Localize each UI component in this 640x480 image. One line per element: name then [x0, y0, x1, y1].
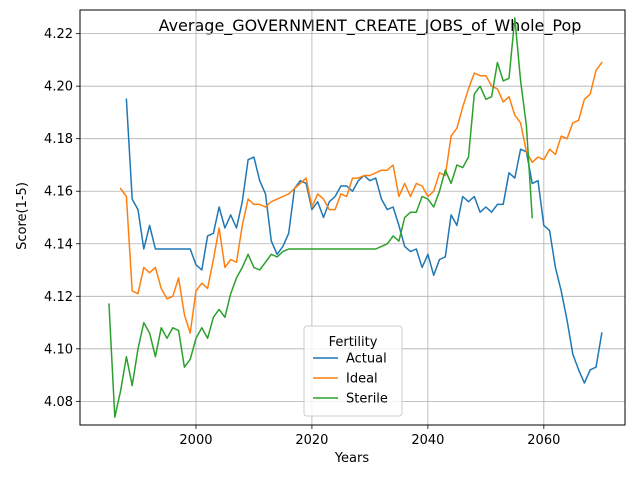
- x-axis: 2000 2020 2040 2060: [179, 425, 560, 448]
- series-line-sterile: [108, 17, 533, 418]
- x-axis-label: Years: [334, 451, 370, 466]
- legend-title: Fertility: [329, 335, 378, 350]
- y-tick-label: 4.10: [44, 342, 73, 357]
- y-tick-label: 4.16: [44, 185, 73, 200]
- y-tick-label: 4.08: [44, 395, 73, 410]
- x-tick-label: 2000: [179, 433, 212, 448]
- y-tick-label: 4.12: [44, 290, 73, 305]
- legend-label-sterile: Sterile: [346, 392, 388, 407]
- y-axis-label: Score(1-5): [15, 182, 30, 250]
- y-tick-label: 4.20: [44, 80, 73, 95]
- y-tick-label: 4.14: [44, 237, 73, 252]
- y-tick-label: 4.18: [44, 132, 73, 147]
- plot-frame: [79, 9, 626, 426]
- x-tick-label: 2020: [295, 433, 328, 448]
- legend-entries: Actual Ideal Sterile: [313, 352, 388, 407]
- legend-box: [303, 325, 403, 417]
- y-axis: 4.08 4.10 4.12 4.14 4.16 4.18 4.20 4.22: [44, 27, 80, 410]
- series-layer: [108, 17, 603, 418]
- x-tick-label: 2060: [527, 433, 560, 448]
- legend-label-actual: Actual: [346, 352, 387, 367]
- chart-title: Average_GOVERNMENT_CREATE_JOBS_of_Whole_…: [159, 16, 582, 36]
- legend: Fertility Actual Ideal Sterile: [303, 325, 403, 417]
- grid: [80, 10, 625, 425]
- legend-label-ideal: Ideal: [346, 372, 378, 387]
- series-line-ideal: [119, 61, 603, 334]
- y-tick-label: 4.22: [44, 27, 73, 42]
- x-tick-label: 2040: [411, 433, 444, 448]
